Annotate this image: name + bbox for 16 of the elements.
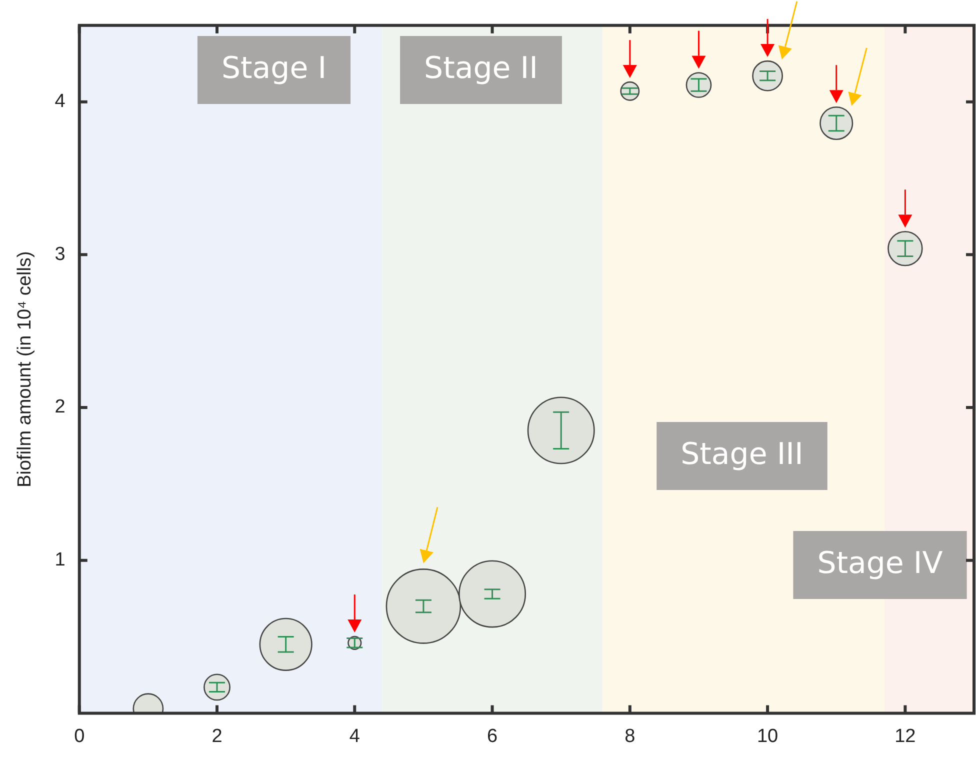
x-tick-label: 0 xyxy=(74,726,85,747)
y-tick-label: 2 xyxy=(54,396,66,418)
y-tick-label: 3 xyxy=(54,244,66,265)
x-tick-label: 6 xyxy=(486,726,498,747)
band-label: Stage I xyxy=(221,50,327,86)
band-label: Stage III xyxy=(680,436,804,472)
y-axis-title: Biofilm amount (in 10⁴ cells) xyxy=(14,251,36,488)
x-tick-label: 8 xyxy=(624,726,636,747)
x-tick-label: 12 xyxy=(894,726,916,747)
x-tick-label: 2 xyxy=(212,726,222,747)
y-tick-label: 1 xyxy=(54,550,66,571)
x-tick-label: 4 xyxy=(349,726,360,747)
band-label: Stage IV xyxy=(817,546,944,581)
y-tick-label: 4 xyxy=(54,91,66,112)
x-tick-label: 10 xyxy=(756,726,778,747)
band-label: Stage II xyxy=(424,50,538,86)
